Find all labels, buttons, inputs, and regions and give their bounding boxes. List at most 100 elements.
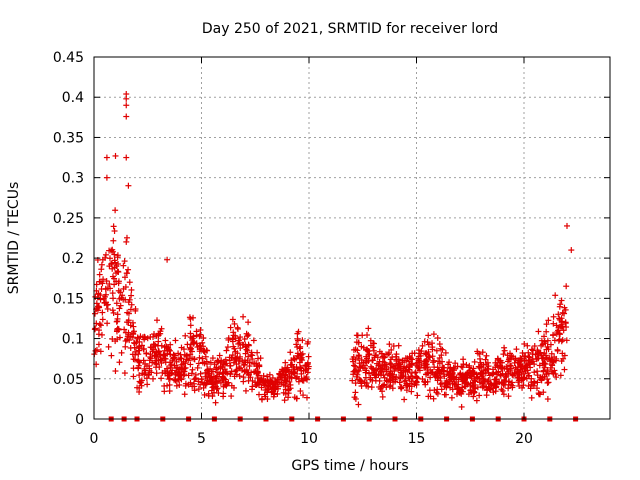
data-point	[226, 362, 233, 369]
data-point	[201, 380, 208, 387]
data-point	[479, 384, 486, 391]
data-point	[408, 388, 415, 395]
data-point	[461, 377, 468, 384]
data-point	[373, 352, 380, 359]
data-point	[562, 320, 569, 327]
data-point	[225, 379, 232, 386]
data-point	[349, 377, 356, 384]
data-point	[362, 374, 369, 381]
data-point	[556, 303, 563, 310]
data-point	[555, 337, 562, 344]
data-point	[387, 377, 394, 384]
data-point	[543, 328, 550, 335]
data-point	[163, 343, 170, 350]
data-point	[467, 380, 474, 387]
data-point	[479, 373, 486, 380]
data-point	[530, 358, 537, 365]
data-point	[474, 348, 481, 355]
data-point	[426, 353, 433, 360]
data-point	[289, 361, 296, 368]
data-point	[180, 358, 187, 365]
data-point	[386, 350, 393, 357]
data-point	[404, 368, 411, 375]
data-point	[190, 333, 197, 340]
data-point	[478, 364, 485, 371]
data-point	[396, 379, 403, 386]
data-point	[244, 369, 251, 376]
data-point	[524, 342, 531, 349]
data-point	[352, 380, 359, 387]
data-point	[438, 386, 445, 393]
data-point	[409, 356, 416, 363]
data-point	[485, 377, 492, 384]
data-point	[130, 356, 137, 363]
data-point-notable	[123, 95, 130, 102]
data-point	[200, 343, 207, 350]
data-point	[234, 350, 241, 357]
data-point	[370, 347, 377, 354]
data-point	[544, 396, 551, 403]
data-point	[138, 382, 145, 389]
data-point	[121, 326, 128, 333]
data-point	[295, 328, 302, 335]
data-point	[245, 377, 252, 384]
data-point	[285, 368, 292, 375]
data-point	[428, 369, 435, 376]
data-point	[434, 390, 441, 397]
data-point	[254, 349, 261, 356]
data-point	[563, 337, 570, 344]
data-point	[521, 363, 528, 370]
data-point	[542, 361, 549, 368]
data-point	[282, 359, 289, 366]
data-point	[224, 381, 231, 388]
data-point	[91, 326, 98, 333]
data-point	[111, 227, 118, 234]
data-point	[191, 356, 198, 363]
data-point	[228, 393, 235, 400]
data-point	[555, 327, 562, 334]
data-point	[125, 266, 132, 273]
plot-frame	[93, 56, 611, 420]
data-point	[350, 362, 357, 369]
data-point	[545, 379, 552, 386]
data-point	[545, 317, 552, 324]
data-point	[147, 333, 154, 340]
data-point	[189, 355, 196, 362]
data-point	[354, 376, 361, 383]
data-point	[296, 345, 303, 352]
data-point	[233, 361, 240, 368]
data-point	[364, 332, 371, 339]
data-point	[229, 352, 236, 359]
data-point	[558, 358, 565, 365]
data-point	[471, 377, 478, 384]
data-point	[358, 380, 365, 387]
data-point	[254, 380, 261, 387]
data-point	[104, 320, 111, 327]
data-point	[406, 383, 413, 390]
data-point	[531, 369, 538, 376]
data-point	[247, 374, 254, 381]
data-point	[439, 358, 446, 365]
data-point	[97, 348, 104, 355]
data-point	[270, 384, 277, 391]
data-point	[494, 371, 501, 378]
data-point	[519, 349, 526, 356]
data-point	[494, 355, 501, 362]
data-point	[110, 223, 117, 230]
data-point	[157, 356, 164, 363]
data-point	[419, 375, 426, 382]
data-point-notable	[103, 154, 110, 161]
data-point	[381, 354, 388, 361]
data-point	[197, 370, 204, 377]
data-point	[395, 366, 402, 373]
data-point	[99, 316, 106, 323]
data-point	[501, 347, 508, 354]
data-point	[166, 347, 173, 354]
data-point	[227, 370, 234, 377]
data-point	[122, 337, 129, 344]
x-tick-label: 0	[90, 431, 99, 447]
data-point	[110, 295, 117, 302]
data-point	[135, 362, 142, 369]
data-point	[134, 384, 141, 391]
